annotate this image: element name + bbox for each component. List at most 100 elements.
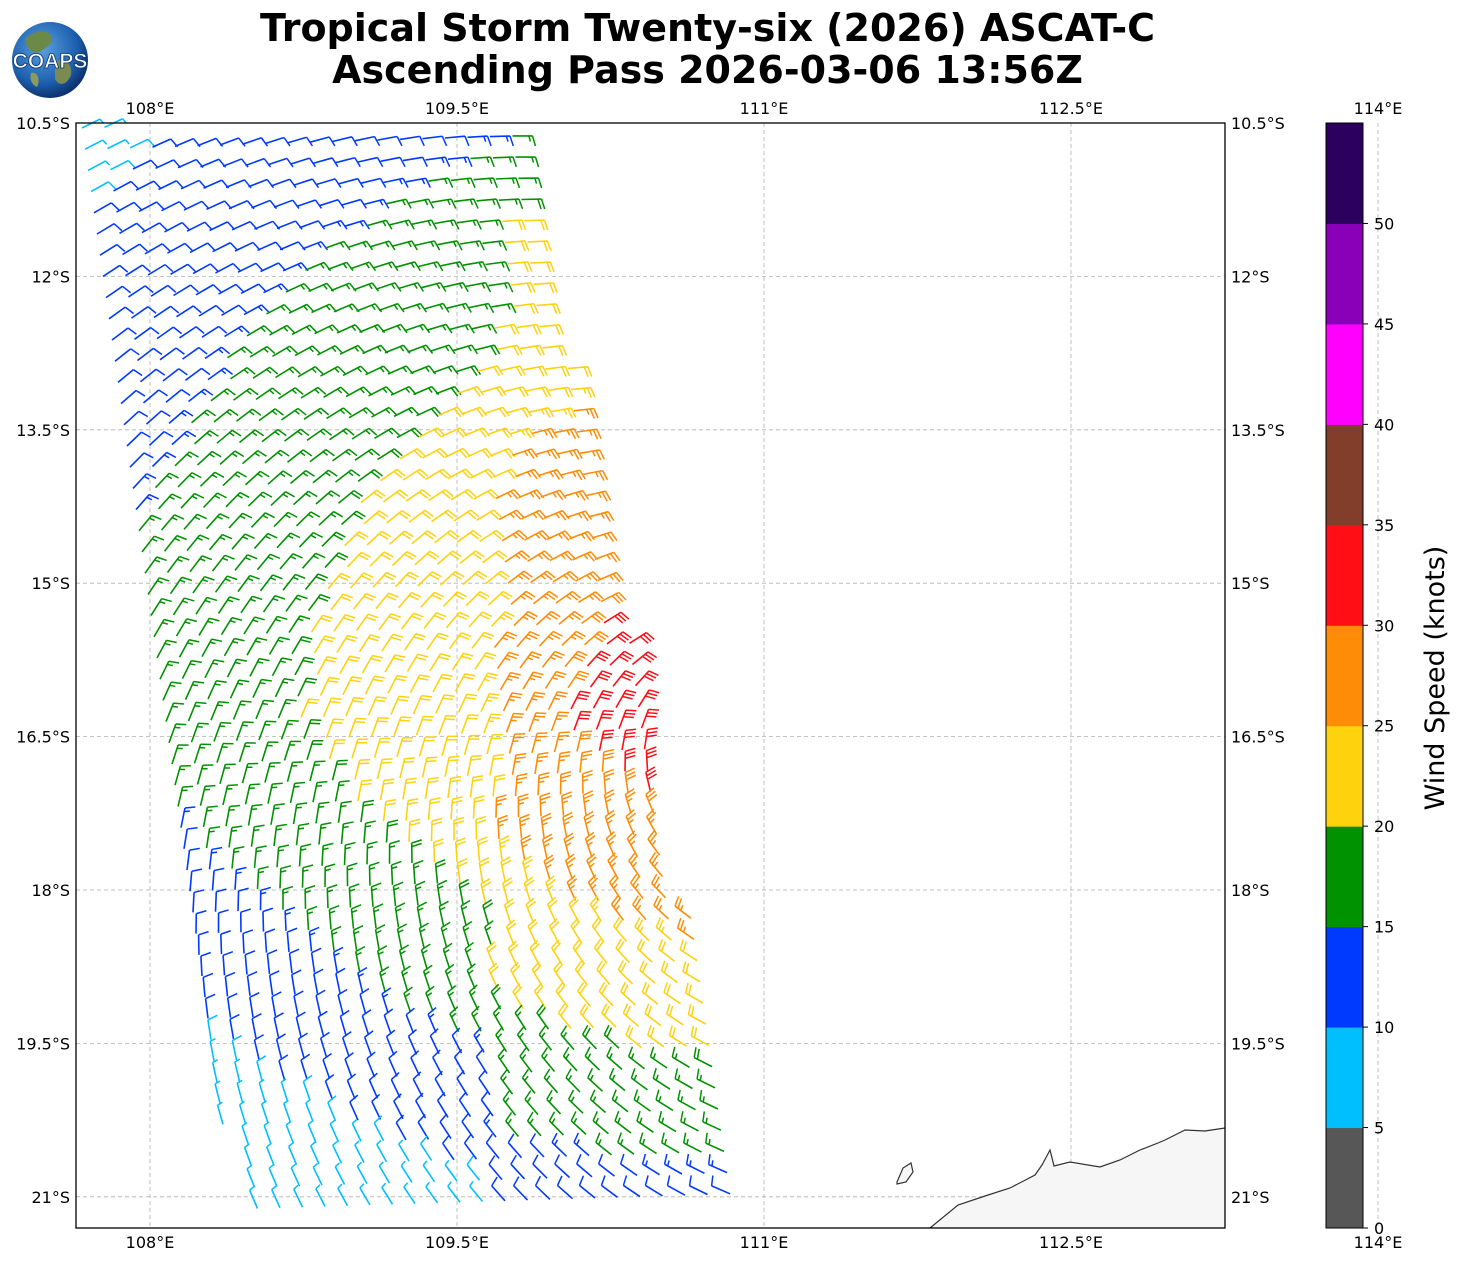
wind-barb [280, 719, 299, 740]
wind-barb [597, 1153, 615, 1177]
wind-barb [636, 1110, 654, 1133]
wind-barb [351, 427, 378, 440]
wind-barb [611, 1089, 629, 1113]
wind-barb [346, 1073, 357, 1100]
wind-barb [231, 220, 258, 231]
wind-barb [608, 1067, 626, 1092]
wind-barb [387, 674, 408, 694]
wind-barb [463, 734, 481, 756]
wind-barb [677, 1089, 696, 1111]
wind-barb [309, 760, 326, 782]
wind-barb [293, 990, 304, 1016]
wind-barb [595, 1132, 613, 1156]
wind-barb [308, 926, 320, 952]
wind-barb [503, 898, 515, 925]
wind-barb [449, 1006, 460, 1033]
wind-barb [415, 1092, 427, 1119]
wind-barb [360, 799, 375, 823]
wind-barb [564, 853, 576, 880]
wind-barb [237, 262, 264, 273]
wind-barb [214, 575, 238, 593]
wind-barb [668, 1025, 687, 1047]
wind-barb [386, 198, 412, 209]
wind-barb [406, 653, 429, 672]
wind-barb [242, 929, 254, 954]
wind-barb [219, 450, 245, 465]
wind-barb [249, 992, 260, 1018]
wind-barb [266, 303, 293, 315]
wind-barb [310, 1141, 320, 1165]
wind-barb [257, 241, 284, 252]
wind-barb [518, 177, 543, 189]
wind-barb [615, 689, 637, 708]
colorbar-tick-label: 20 [1374, 817, 1394, 836]
wind-barb [539, 792, 551, 817]
wind-barb [512, 448, 539, 459]
wind-barb [378, 1161, 391, 1184]
wind-barb [207, 367, 233, 381]
chart-title-line1: Tropical Storm Twenty-six (2026) ASCAT-C [259, 6, 1156, 50]
wind-barb [204, 659, 225, 679]
wind-barb [478, 857, 490, 883]
wind-barb [507, 940, 519, 967]
wind-barb [370, 716, 389, 737]
wind-barb [438, 714, 457, 735]
wind-barb [447, 775, 462, 799]
wind-barb [253, 1034, 264, 1060]
wind-barb [604, 809, 616, 836]
wind-barb [522, 671, 544, 690]
wind-barb [288, 1142, 298, 1166]
wind-barb [682, 961, 701, 983]
wind-barb [624, 788, 636, 814]
wind-barb [279, 553, 303, 570]
wind-barb [474, 344, 501, 356]
wind-barb [497, 814, 509, 840]
wind-barb [480, 878, 492, 904]
wind-barb [634, 670, 659, 687]
wind-barb [467, 135, 492, 147]
wind-barb [160, 514, 185, 531]
wind-barb [628, 852, 641, 878]
wind-barb [396, 737, 414, 758]
wind-barb [501, 219, 527, 231]
wind-barb [550, 939, 563, 966]
wind-barb [321, 531, 346, 547]
wind-barb [361, 654, 383, 674]
wind-barb [321, 219, 348, 230]
wind-barb [645, 746, 657, 771]
wind-barb [234, 241, 261, 252]
wind-barb [666, 1003, 684, 1026]
wind-barb [413, 385, 440, 396]
wind-barb [442, 942, 453, 969]
wind-barb [206, 200, 233, 211]
wind-barb [579, 449, 605, 461]
wind-barb [536, 303, 561, 315]
wind-barb [135, 493, 159, 511]
wind-barb [559, 770, 572, 795]
wind-barb [594, 551, 621, 563]
wind-barb [260, 1100, 269, 1124]
wind-barb [644, 1003, 662, 1027]
wind-barb [284, 906, 296, 931]
wind-barb [405, 489, 432, 502]
wind-barb [470, 156, 495, 168]
wind-barb [254, 220, 281, 230]
wind-barb [469, 774, 484, 798]
wind-barb [212, 242, 239, 253]
wind-barb [351, 738, 369, 759]
wind-barb [354, 758, 371, 780]
wind-barb [337, 1183, 349, 1207]
wind-barb [241, 450, 267, 465]
wind-barb [512, 135, 537, 147]
wind-barb [373, 1115, 385, 1142]
wind-barb [658, 938, 675, 962]
wind-barb [153, 618, 175, 638]
wind-barb [427, 797, 441, 820]
wind-barb [473, 488, 500, 500]
wind-barb [177, 472, 202, 488]
wind-barb [329, 1119, 340, 1143]
wind-barb [144, 556, 167, 574]
wind-barb [131, 306, 157, 319]
wind-barb [311, 303, 338, 314]
wind-barb [180, 179, 207, 190]
